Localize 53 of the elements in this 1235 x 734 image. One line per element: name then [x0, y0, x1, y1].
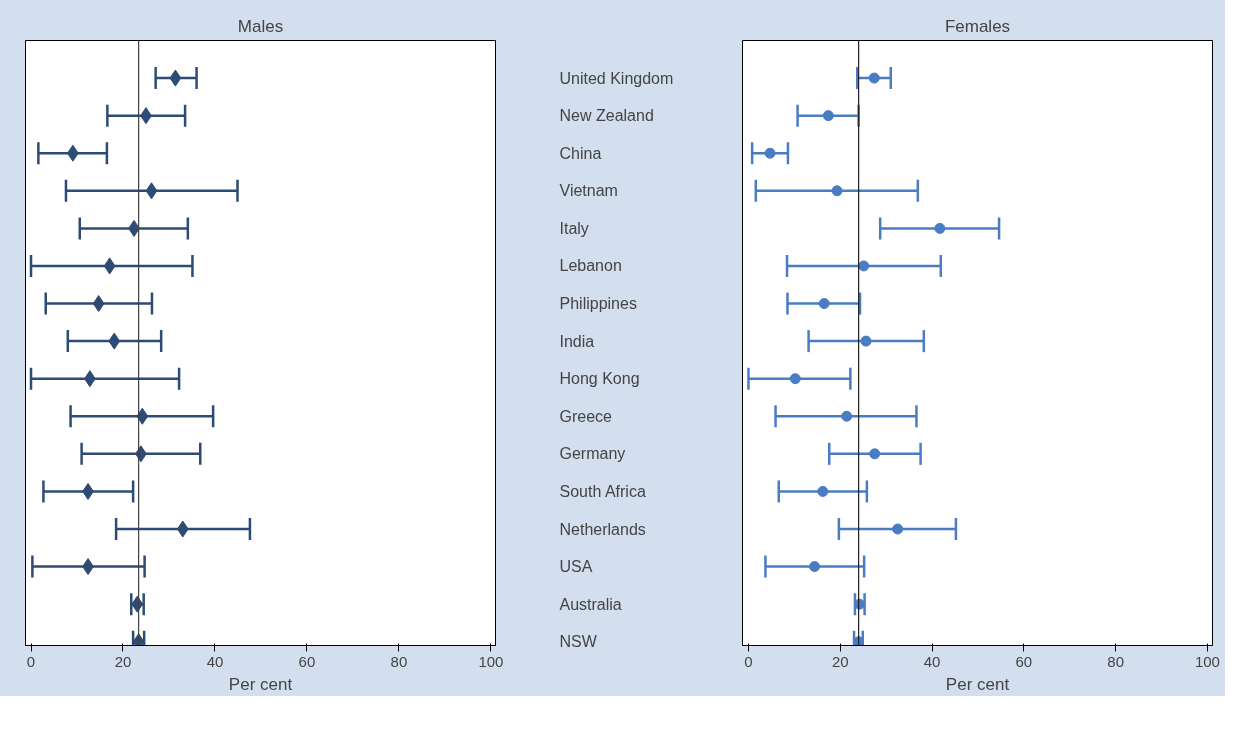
y-tick-label: South Africa [559, 482, 646, 500]
y-tick-label: Netherlands [559, 520, 646, 538]
y-tick-label: Germany [559, 445, 626, 463]
y-tick-label: United Kingdom [559, 69, 674, 87]
point [176, 520, 189, 538]
point [934, 222, 946, 234]
y-tick-label: China [559, 144, 602, 162]
point [145, 182, 158, 200]
point [822, 110, 834, 122]
x-tick-label: 0 [26, 652, 36, 670]
y-tick-label: Vietnam [559, 182, 618, 200]
x-axis-title: Per cent [945, 674, 1010, 694]
point [169, 69, 182, 87]
x-axis-title: Per cent [228, 674, 293, 694]
x-tick-label: 40 [923, 652, 941, 670]
x-tick-label: 20 [831, 652, 849, 670]
point [108, 332, 121, 350]
point [831, 185, 843, 197]
point [92, 295, 105, 313]
x-tick-label: 100 [1194, 652, 1220, 670]
point [860, 335, 872, 347]
x-tick-label: 20 [114, 652, 132, 670]
x-tick-label: 0 [744, 652, 753, 670]
point [869, 448, 881, 460]
x-tick-label: 100 [478, 652, 504, 670]
x-tick-label: 80 [390, 652, 408, 670]
y-tick-label: India [559, 332, 595, 350]
point [764, 147, 776, 159]
chart-title: Males [237, 16, 284, 36]
y-tick-label: NSW [559, 633, 598, 651]
y-tick-label: Italy [559, 219, 589, 237]
x-tick-label: 60 [298, 652, 316, 670]
point [817, 485, 829, 497]
y-tick-label: USA [559, 558, 593, 576]
x-tick-label: 40 [206, 652, 224, 670]
point [809, 561, 821, 573]
y-tick-label: Lebanon [559, 257, 622, 275]
x-tick-label: 60 [1015, 652, 1033, 670]
y-tick-label: Australia [559, 595, 622, 613]
y-tick-label: Hong Kong [559, 370, 640, 388]
y-tick-label: Greece [559, 407, 613, 425]
chart-title: Females [944, 16, 1011, 36]
y-tick-label: Philippines [559, 295, 637, 313]
point [892, 523, 904, 535]
point [136, 407, 149, 425]
y-tick-label: New Zealand [559, 107, 654, 125]
point [858, 260, 870, 272]
point [868, 72, 880, 84]
x-tick-label: 80 [1107, 652, 1124, 670]
point [789, 373, 801, 385]
point [841, 410, 853, 422]
point [818, 298, 830, 310]
point [103, 257, 116, 275]
